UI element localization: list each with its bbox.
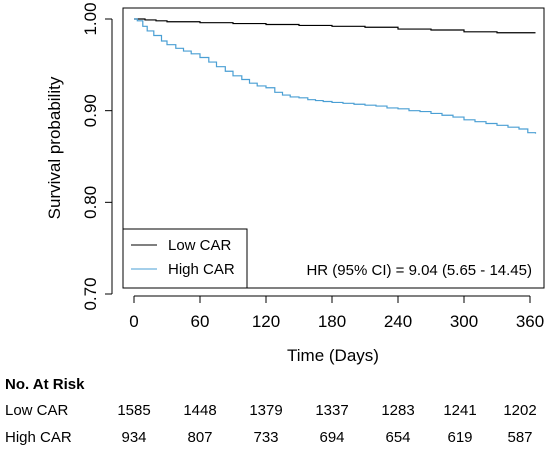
at-risk-cell: 694 bbox=[319, 429, 345, 446]
x-tick-label: 0 bbox=[129, 312, 138, 331]
x-axis-title: Time (Days) bbox=[287, 346, 379, 365]
x-tick-label: 240 bbox=[384, 312, 412, 331]
y-tick-label: 1.00 bbox=[81, 2, 100, 35]
at-risk-cell: 1337 bbox=[315, 402, 349, 419]
at-risk-cell: 587 bbox=[507, 429, 533, 446]
y-axis-title: Survival probability bbox=[45, 76, 64, 219]
y-axis: 0.70 0.80 0.90 1.00 bbox=[81, 2, 113, 311]
at-risk-cell: 619 bbox=[447, 429, 473, 446]
at-risk-cell: 733 bbox=[253, 429, 279, 446]
at-risk-cell: 1283 bbox=[381, 402, 415, 419]
y-tick-label: 0.80 bbox=[81, 186, 100, 219]
at-risk-row-low-car: Low CAR 1585 1448 1379 1337 1283 1241 12… bbox=[0, 402, 550, 422]
x-tick-label: 120 bbox=[252, 312, 280, 331]
at-risk-title: No. At Risk bbox=[5, 376, 85, 393]
at-risk-cell: 1448 bbox=[183, 402, 217, 419]
series-line-high-car bbox=[134, 18, 537, 134]
x-axis: 0 60 120 180 240 300 360 bbox=[129, 295, 544, 331]
at-risk-row-label: High CAR bbox=[5, 429, 72, 446]
at-risk-table: No. At Risk Low CAR 1585 1448 1379 1337 … bbox=[0, 370, 550, 451]
series-line-low-car bbox=[134, 18, 536, 34]
survival-chart: 0 60 120 180 240 300 360 0.70 0.80 0.90 1.00 Low … bbox=[45, 2, 545, 365]
at-risk-cell: 1379 bbox=[249, 402, 283, 419]
legend-label-low-car: Low CAR bbox=[168, 237, 232, 254]
at-risk-cell: 1241 bbox=[443, 402, 477, 419]
at-risk-cell: 1585 bbox=[117, 402, 151, 419]
at-risk-cell: 654 bbox=[385, 429, 411, 446]
x-tick-label: 60 bbox=[191, 312, 210, 331]
survival-curves bbox=[134, 18, 537, 134]
at-risk-cell: 934 bbox=[121, 429, 147, 446]
at-risk-cell: 1202 bbox=[503, 402, 537, 419]
at-risk-row-label: Low CAR bbox=[5, 402, 69, 419]
legend-label-high-car: High CAR bbox=[168, 261, 235, 278]
hazard-ratio-annotation: HR (95% CI) = 9.04 (5.65 - 14.45) bbox=[306, 262, 532, 279]
y-tick-label: 0.90 bbox=[81, 94, 100, 127]
plot-area-frame bbox=[122, 7, 545, 289]
x-tick-label: 360 bbox=[516, 312, 544, 331]
x-tick-label: 180 bbox=[318, 312, 346, 331]
y-tick-label: 0.70 bbox=[81, 277, 100, 310]
at-risk-cell: 807 bbox=[187, 429, 213, 446]
legend: Low CAR High CAR bbox=[122, 228, 248, 289]
x-tick-label: 300 bbox=[450, 312, 478, 331]
legend-box bbox=[122, 228, 248, 289]
at-risk-row-high-car: High CAR 934 807 733 694 654 619 587 bbox=[0, 429, 550, 449]
